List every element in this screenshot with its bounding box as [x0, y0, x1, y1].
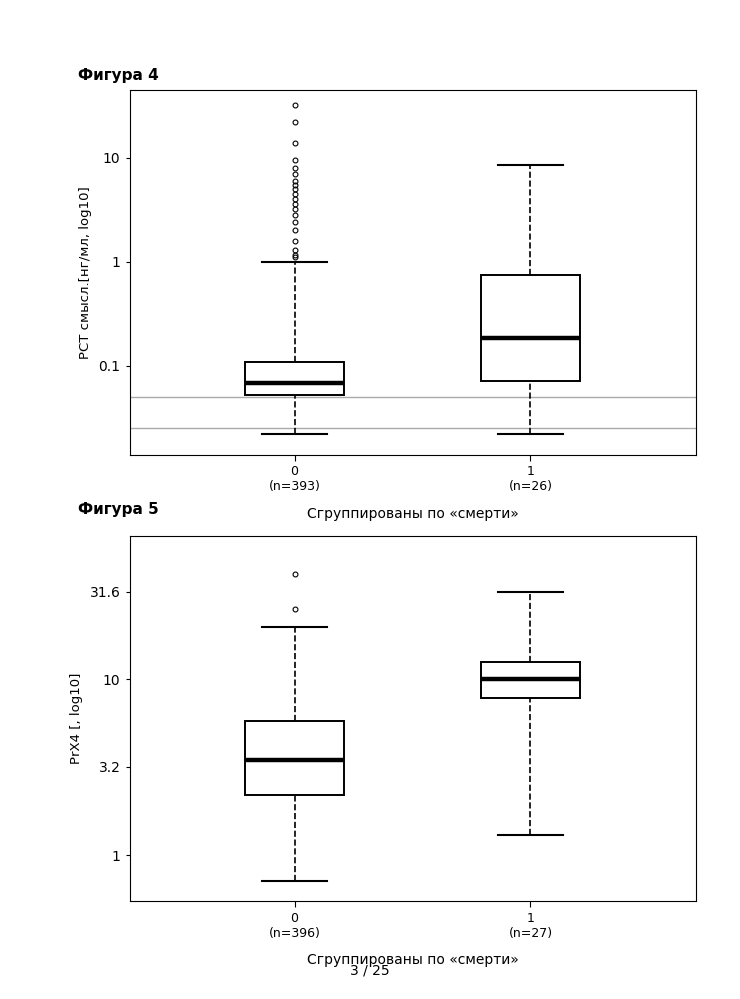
Y-axis label: РСТ смысл.[нг/мл, log10]: РСТ смысл.[нг/мл, log10]	[78, 186, 92, 359]
Bar	[245, 721, 344, 795]
Y-axis label: РrX4 [, log10]: РrX4 [, log10]	[70, 673, 83, 764]
X-axis label: Сгруппированы по «смерти»: Сгруппированы по «смерти»	[306, 953, 519, 967]
Bar	[245, 363, 344, 396]
Text: Фигура 5: Фигура 5	[78, 502, 158, 517]
Text: 3 / 25: 3 / 25	[350, 963, 390, 977]
Text: Фигура 4: Фигура 4	[78, 68, 158, 83]
Bar	[481, 662, 580, 698]
X-axis label: Сгруппированы по «смерти»: Сгруппированы по «смерти»	[306, 506, 519, 520]
Bar	[481, 276, 580, 381]
